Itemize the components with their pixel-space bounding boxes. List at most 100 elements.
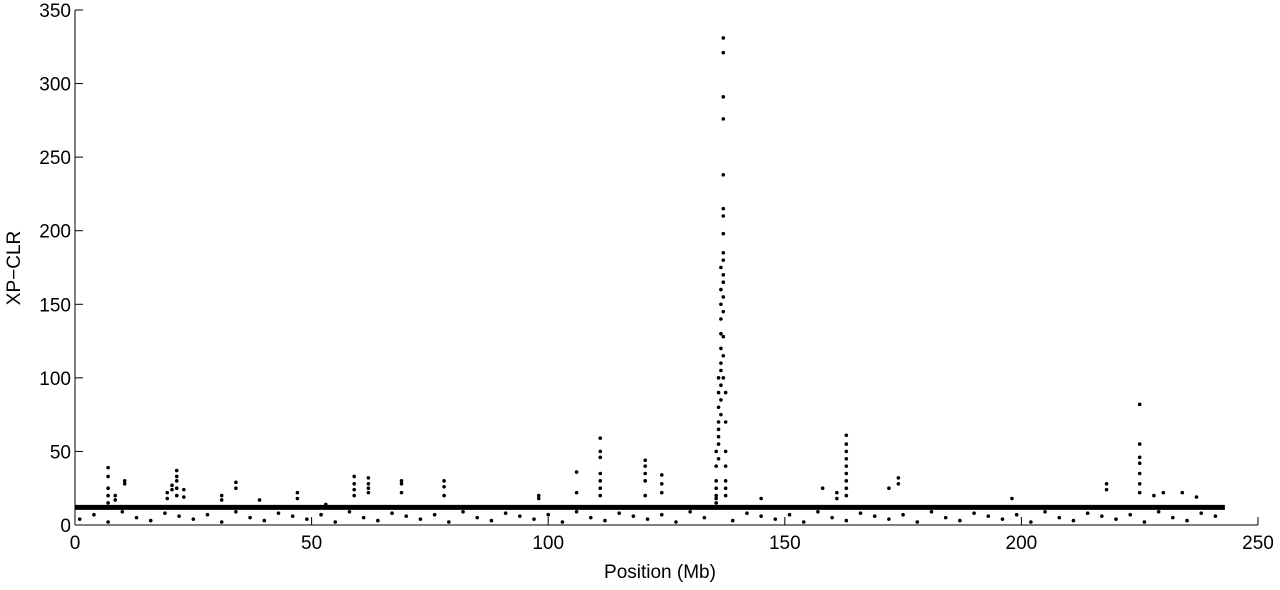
point (366, 482, 371, 486)
point (721, 95, 726, 99)
point (598, 449, 603, 454)
point (603, 518, 607, 523)
point (643, 458, 648, 463)
point (1180, 490, 1185, 495)
point (1137, 442, 1142, 446)
point (1161, 490, 1166, 495)
point (835, 496, 839, 501)
point (730, 518, 735, 523)
point (598, 486, 603, 491)
point (219, 498, 224, 502)
point (1137, 471, 1142, 476)
point (858, 511, 863, 516)
point (844, 518, 849, 523)
point (844, 493, 849, 498)
point (721, 173, 726, 177)
point (574, 470, 579, 474)
point (205, 512, 210, 517)
point (887, 486, 891, 491)
point (1104, 482, 1109, 486)
point (844, 433, 849, 438)
point (366, 486, 371, 491)
point (1137, 402, 1142, 407)
point (773, 517, 778, 521)
point (352, 493, 356, 498)
point (721, 214, 726, 218)
y-tick-label: 300 (39, 75, 71, 96)
point (598, 436, 603, 440)
point (830, 515, 834, 520)
point (719, 346, 723, 351)
point (399, 482, 404, 486)
x-tick-label: 150 (769, 533, 801, 554)
point (958, 518, 962, 523)
point (361, 515, 366, 520)
point (721, 280, 726, 285)
point (106, 520, 110, 524)
point (721, 273, 726, 277)
point (887, 517, 891, 521)
point (787, 512, 792, 517)
point (1014, 512, 1019, 517)
point (177, 514, 181, 518)
point (972, 511, 976, 516)
point (574, 509, 579, 514)
point (170, 483, 174, 488)
point (721, 376, 726, 380)
point (588, 515, 593, 520)
point (447, 520, 451, 524)
point (290, 514, 295, 518)
point (174, 468, 179, 473)
y-tick-label: 200 (39, 222, 71, 243)
point (92, 512, 96, 517)
point (716, 434, 721, 439)
point (721, 334, 726, 339)
point (723, 486, 728, 491)
point (174, 479, 179, 483)
x-tick-label: 250 (1242, 533, 1274, 554)
point (986, 514, 991, 518)
point (219, 493, 224, 498)
point (1213, 514, 1218, 518)
point (1194, 495, 1199, 499)
point (390, 511, 394, 516)
point (659, 512, 664, 517)
point (721, 231, 726, 236)
point (674, 520, 678, 524)
point (723, 479, 728, 483)
point (399, 490, 404, 495)
point (723, 390, 728, 395)
point (820, 486, 825, 491)
point (714, 464, 718, 468)
point (234, 509, 238, 514)
point (442, 493, 446, 498)
point (643, 479, 648, 483)
point (1085, 511, 1090, 516)
point (872, 514, 877, 518)
point (366, 476, 371, 480)
point (835, 490, 839, 495)
point (165, 496, 170, 501)
point (489, 518, 494, 523)
point (165, 490, 170, 495)
point (844, 486, 849, 491)
point (1043, 509, 1047, 514)
point (723, 493, 728, 498)
point (816, 509, 820, 514)
point (643, 471, 648, 476)
point (1114, 517, 1118, 521)
point (122, 482, 127, 486)
point (714, 496, 718, 501)
point (714, 486, 718, 491)
point (174, 474, 179, 479)
point (721, 258, 726, 262)
point (163, 511, 167, 516)
point (376, 518, 380, 523)
y-axis-label: XP−CLR (4, 231, 25, 305)
point (719, 398, 723, 402)
point (1029, 520, 1033, 524)
point (719, 317, 723, 321)
point (716, 420, 721, 424)
point (234, 480, 238, 485)
